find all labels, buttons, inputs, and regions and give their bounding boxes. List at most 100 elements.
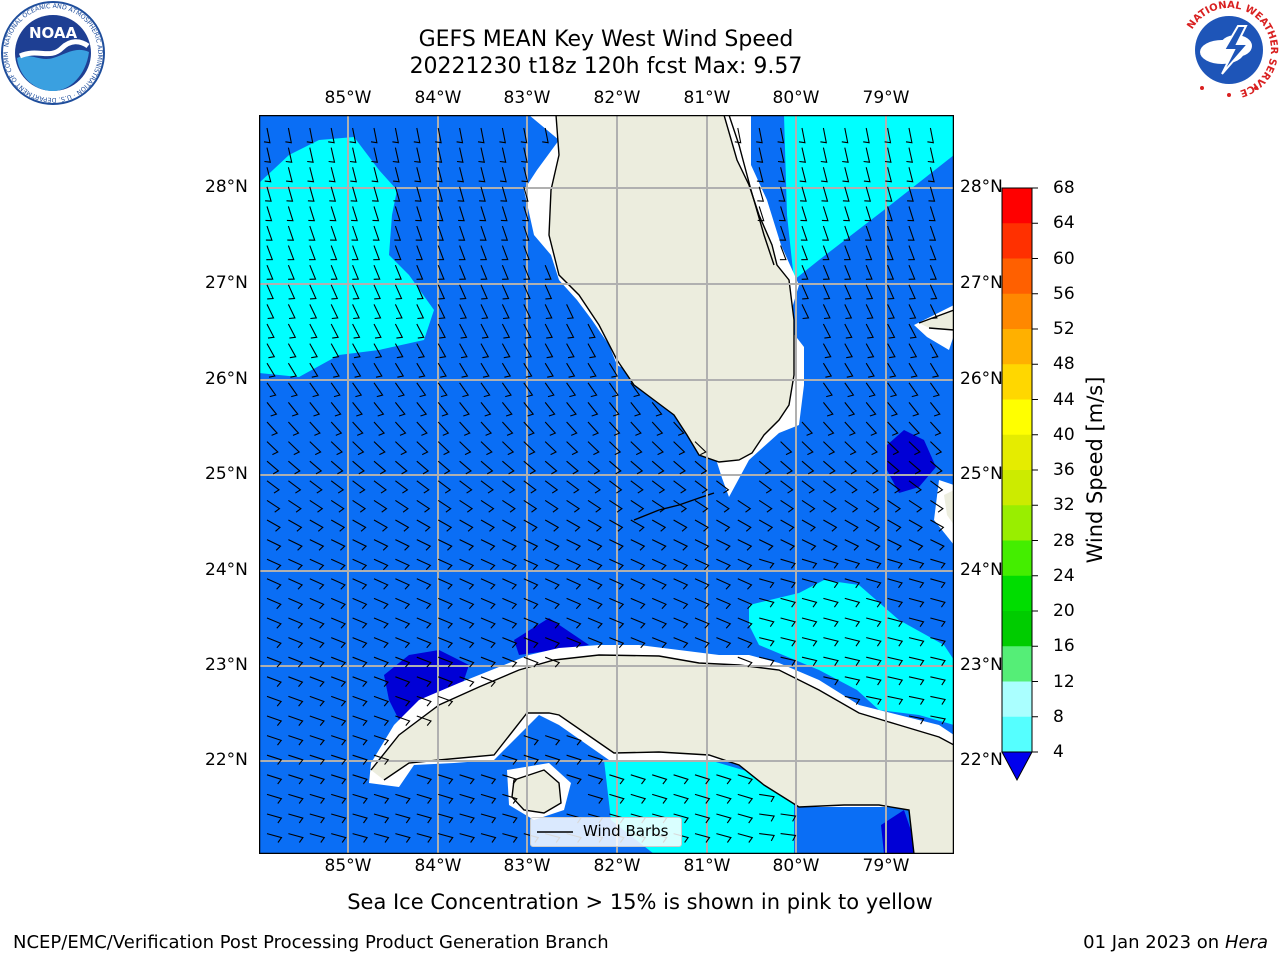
colorbar-tick-label: 12	[1053, 671, 1075, 692]
wind-barb	[758, 539, 774, 551]
lat-label: 22°N	[205, 750, 248, 770]
wind-barb	[459, 558, 475, 571]
wind-barb	[330, 460, 344, 475]
wind-barb	[865, 304, 874, 320]
wind-barb	[907, 186, 914, 202]
wind-barb	[437, 382, 448, 398]
wind-barb	[501, 362, 512, 378]
wind-barb	[930, 715, 946, 725]
wind-barb	[523, 362, 533, 378]
wind-barb	[288, 617, 304, 629]
wind-barb	[309, 617, 325, 629]
wind-barb	[395, 617, 411, 629]
wind-barb	[566, 382, 577, 398]
wind-barb	[545, 735, 561, 746]
wind-barb	[587, 774, 604, 785]
wind-barb	[758, 499, 773, 513]
colorbar-segment	[1002, 364, 1032, 400]
wind-barb	[906, 147, 914, 163]
wind-barb	[459, 264, 467, 280]
wind-barb	[544, 382, 555, 398]
wind-barb	[887, 460, 900, 475]
wind-barb	[823, 637, 839, 647]
colorbar	[1001, 187, 1038, 782]
wind-barb	[480, 460, 494, 475]
wind-barb	[865, 519, 881, 532]
wind-barb	[263, 127, 271, 144]
wind-barb	[523, 754, 540, 765]
wind-barb	[737, 833, 754, 843]
wind-barb	[480, 382, 491, 398]
wind-barb	[437, 245, 445, 261]
wind-barb	[930, 441, 943, 456]
wind-barb	[480, 597, 496, 610]
wind-barb	[673, 637, 689, 649]
wind-barb	[330, 578, 346, 590]
wind-barb	[394, 264, 402, 280]
wind-barb	[928, 167, 935, 183]
wind-barb	[501, 421, 514, 436]
wind-barb	[307, 167, 315, 183]
wind-barb	[694, 460, 708, 475]
wind-barb	[266, 362, 276, 378]
wind-barb	[308, 206, 316, 222]
wind-barb	[416, 304, 425, 320]
wind-barb	[651, 637, 668, 649]
legend-line-icon	[537, 831, 573, 833]
footer-host: Hera	[1224, 932, 1268, 953]
wind-barb	[373, 304, 382, 320]
wind-barb	[651, 519, 667, 532]
wind-barb	[501, 284, 510, 300]
wind-barb	[844, 382, 855, 398]
wind-barb	[352, 499, 367, 513]
wind-barb	[288, 499, 302, 513]
wind-barb	[778, 167, 786, 183]
wind-barb	[822, 245, 830, 261]
wind-barb	[352, 597, 368, 610]
colorbar-label: Wind Speed [m/s]	[1083, 376, 1107, 564]
wind-barb	[545, 656, 561, 668]
wind-barb	[887, 362, 897, 378]
wind-barb	[756, 127, 763, 144]
wind-barb	[927, 127, 934, 144]
wind-barb	[865, 480, 880, 494]
wind-barb	[502, 774, 518, 785]
wind-barb	[523, 460, 537, 475]
wind-barb	[630, 519, 645, 532]
wind-barb	[309, 558, 325, 571]
wind-barb	[288, 460, 301, 475]
wind-barb	[886, 225, 894, 241]
wind-barb	[566, 343, 575, 359]
wind-barb	[459, 323, 468, 339]
wind-barb	[414, 147, 421, 163]
wind-barb	[266, 539, 282, 551]
wind-barb	[651, 402, 663, 417]
wind-barb	[609, 578, 625, 590]
wind-barb	[459, 362, 469, 378]
chart-title: GEFS MEAN Key West Wind Speed	[418, 27, 794, 52]
wind-barb	[501, 323, 511, 339]
wind-barb	[459, 833, 476, 843]
wind-barb	[929, 225, 937, 241]
wind-barb	[523, 343, 532, 359]
wind-barb	[437, 637, 454, 649]
wind-barb	[309, 735, 325, 746]
wind-barb	[844, 695, 861, 705]
colorbar-segment	[1002, 611, 1032, 647]
wind-barb	[930, 597, 946, 608]
lon-label: 85°W	[324, 856, 372, 876]
lat-label: 24°N	[960, 560, 1003, 580]
wind-barb	[288, 715, 304, 726]
lat-label: 24°N	[205, 560, 248, 580]
wind-barb	[651, 617, 668, 629]
wind-barb	[780, 813, 797, 822]
wind-barb	[266, 578, 282, 590]
wind-barb	[908, 362, 918, 378]
wind-barb	[822, 421, 835, 436]
wind-barb	[331, 813, 347, 824]
wind-barb	[866, 578, 882, 589]
wind-barb	[416, 695, 432, 707]
wind-barb	[480, 245, 488, 261]
wind-barb	[330, 343, 340, 359]
wind-barb	[266, 519, 281, 532]
